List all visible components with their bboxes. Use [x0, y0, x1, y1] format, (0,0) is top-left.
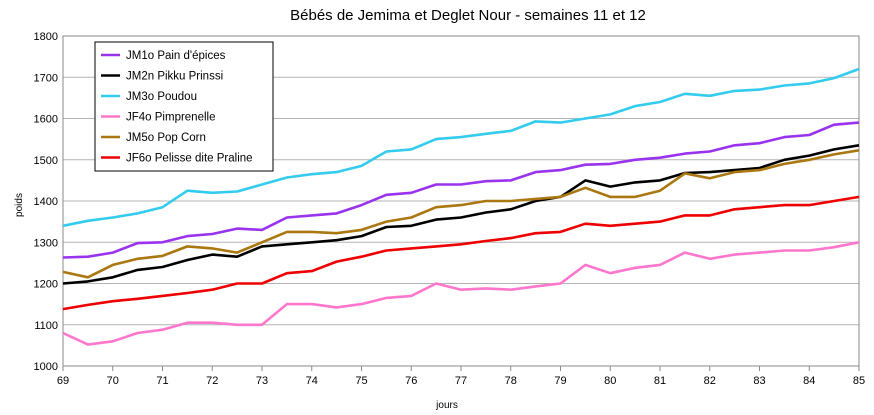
series-line-1 — [62, 121, 860, 259]
y-tick-label: 1600 — [34, 114, 58, 126]
plot-area — [62, 35, 860, 367]
y-axis-ticks: 1000 1100 1200 1300 1400 1500 1600 1700 1800 — [34, 31, 58, 373]
series-line-3 — [62, 67, 860, 228]
chart-title: Bébés de Jemima et Deglet Nour - semaine… — [290, 7, 646, 24]
y-tick-label: 1500 — [34, 155, 58, 167]
x-tick-label: 81 — [654, 375, 666, 387]
x-tick-label: 83 — [753, 375, 765, 387]
x-tick-label: 72 — [206, 375, 218, 387]
x-tick-label: 80 — [604, 375, 616, 387]
legend: JM1o Pain d'épices JM2n Pikku Prinssi JM3o… — [94, 41, 274, 172]
x-axis-label: jours — [435, 400, 458, 411]
x-tick-label: 76 — [405, 375, 417, 387]
y-tick-label: 1400 — [34, 196, 58, 208]
legend-entry-label: JM5o Pop Corn — [126, 132, 206, 144]
legend-entry-label: JF4o Pimprenelle — [126, 112, 215, 124]
x-tick-label: 71 — [156, 375, 168, 387]
x-tick-label: 79 — [554, 375, 566, 387]
x-tick-label: 78 — [505, 375, 517, 387]
legend-entry-label: JF6o Pelisse dite Praline — [126, 153, 253, 165]
legend-entry-label: JM1o Pain d'épices — [126, 50, 226, 62]
x-tick-label: 85 — [853, 375, 865, 387]
y-tick-label: 1200 — [34, 279, 58, 291]
x-axis-ticks: 69 70 71 72 73 74 75 76 77 78 79 80 81 82 83 84 85 — [57, 366, 865, 387]
series-line-5 — [62, 149, 860, 279]
series-line-2 — [62, 144, 860, 285]
x-tick-label: 77 — [455, 375, 467, 387]
x-tick-label: 73 — [256, 375, 268, 387]
x-tick-label: 84 — [803, 375, 815, 387]
x-tick-label: 70 — [107, 375, 119, 387]
legend-box — [94, 41, 274, 172]
series-line-4 — [62, 241, 860, 346]
y-tick-label: 1300 — [34, 237, 58, 249]
series-lines — [62, 67, 860, 346]
y-tick-label: 1800 — [34, 31, 58, 43]
x-tick-label: 82 — [704, 375, 716, 387]
legend-entry-label: JM2n Pikku Prinssi — [126, 71, 223, 83]
x-tick-label: 74 — [306, 375, 318, 387]
x-tick-label: 75 — [355, 375, 367, 387]
x-tick-label: 69 — [57, 375, 69, 387]
y-tick-label: 1100 — [34, 320, 58, 332]
y-tick-label: 1700 — [34, 72, 58, 84]
y-tick-label: 1000 — [34, 361, 58, 373]
series-line-6 — [62, 195, 860, 311]
legend-entry-label: JM3o Poudou — [126, 91, 197, 103]
y-axis-label: poids — [14, 193, 25, 217]
